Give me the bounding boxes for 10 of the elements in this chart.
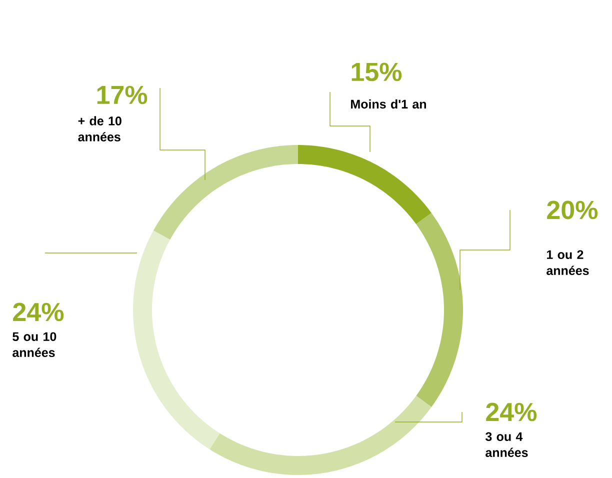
slice-label: Moins d'1 an (351, 99, 426, 109)
slice-label: + de 10 années (78, 116, 122, 142)
slice-label: 1 ou 2 années (546, 250, 589, 276)
data-label: 24% (13, 302, 64, 322)
data-label: 17% (97, 86, 148, 104)
data-label: 15% (352, 62, 402, 82)
slice-label: 3 ou 4 années (485, 432, 528, 458)
data-label: 24% (486, 402, 537, 422)
slice-label: 5 ou 10 années (12, 332, 56, 358)
data-label: 20% (547, 200, 598, 220)
